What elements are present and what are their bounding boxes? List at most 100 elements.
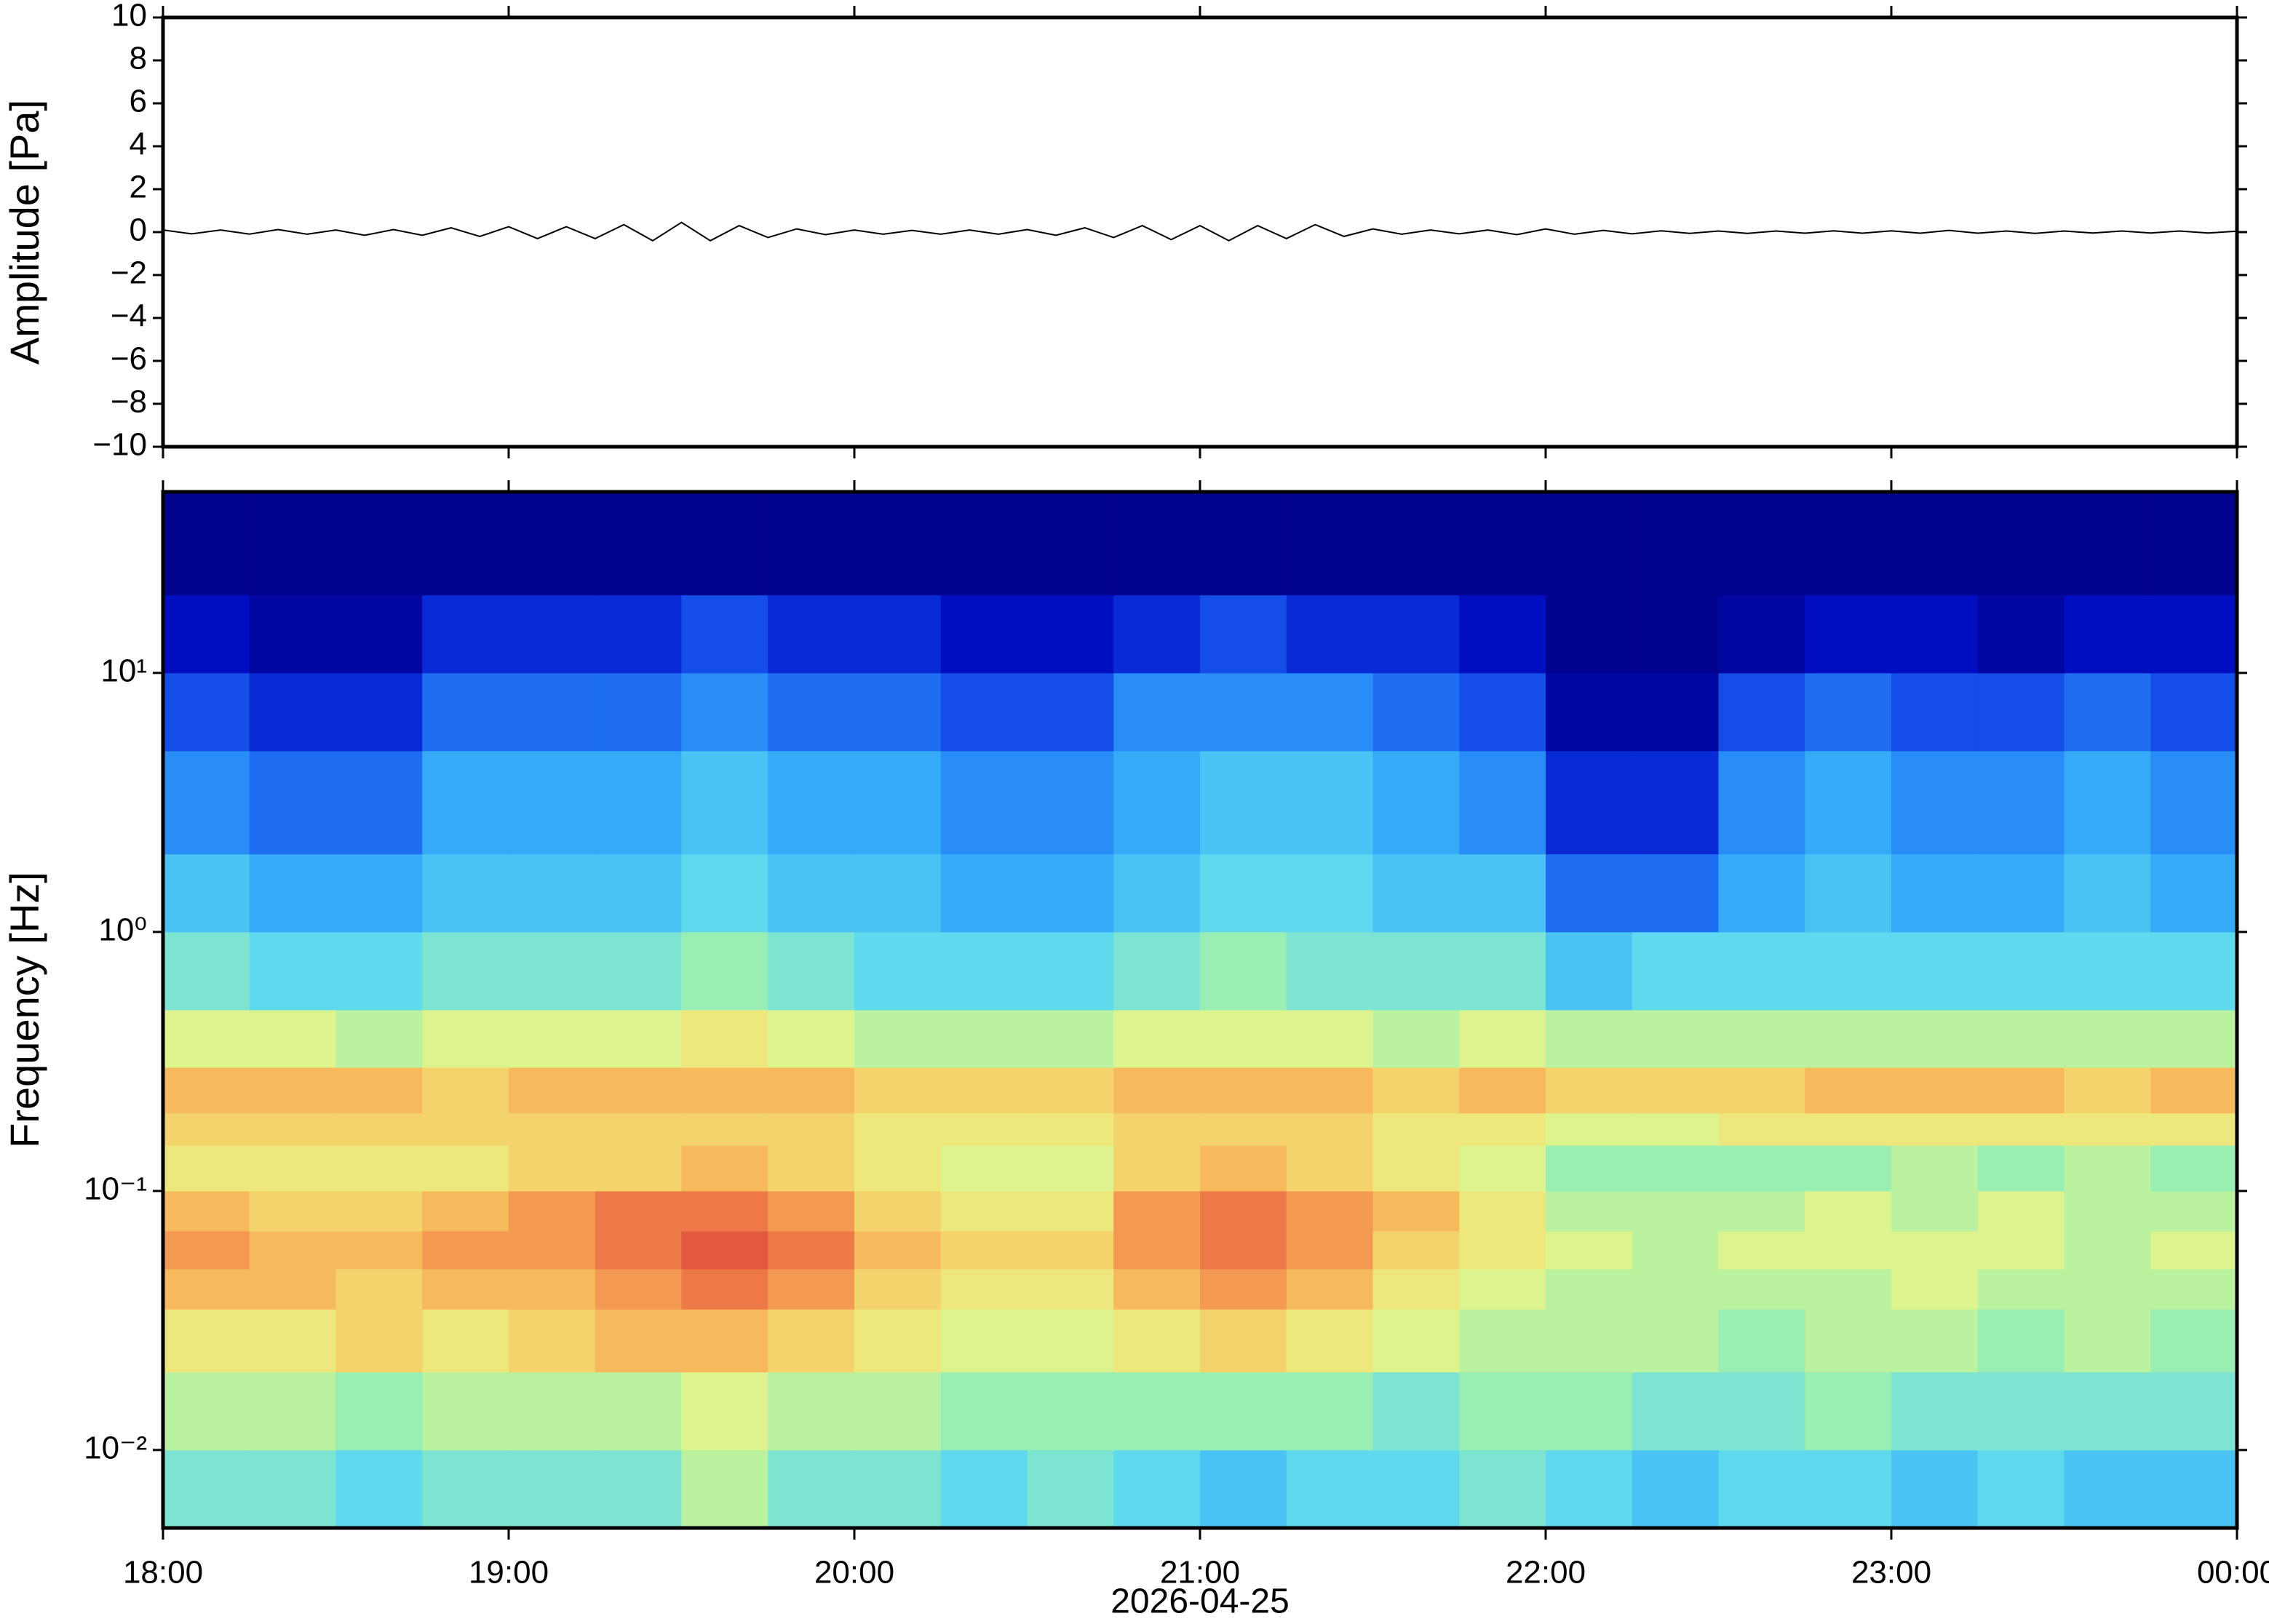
spectrogram-cell <box>940 853 1028 933</box>
spectrogram-cell <box>1459 1145 1546 1192</box>
spectrogram-cell <box>2064 853 2151 933</box>
spectrogram-cell <box>422 931 509 1011</box>
spectrogram-cell <box>1805 931 1892 1011</box>
spectrogram-cell <box>249 1112 336 1146</box>
spectrogram-cell <box>509 1449 596 1529</box>
spectrogram-cell <box>422 1112 509 1146</box>
spectrogram-cell <box>2064 1067 2151 1114</box>
spectrogram-cell <box>940 1372 1028 1451</box>
spectrogram-cell <box>1286 492 1373 596</box>
spectrogram-cell <box>1805 751 1892 855</box>
spectrogram-cell <box>1546 672 1633 752</box>
spectrogram-cell <box>1027 1145 1114 1192</box>
spectrogram-cell <box>422 672 509 752</box>
spectrogram-cell <box>1891 751 1979 855</box>
spectrogram-cell <box>768 931 855 1011</box>
spectrogram-cell <box>422 853 509 933</box>
spectrogram-cell <box>768 1067 855 1114</box>
spectrogram-cell <box>1718 492 1805 596</box>
spectrogram-cell <box>595 594 682 674</box>
y-axis-label: Frequency [Hz] <box>1 872 47 1148</box>
spectrogram-cell <box>2064 492 2151 596</box>
x-tick-label: 22:00 <box>1506 1555 1586 1591</box>
spectrogram-cell <box>2150 672 2238 752</box>
spectrogram-cell <box>1632 1230 1719 1270</box>
spectrogram-cell <box>595 1010 682 1068</box>
y-tick-label: 10⁻¹ <box>84 1171 147 1206</box>
spectrogram-cell <box>2064 672 2151 752</box>
spectrogram-cell <box>335 672 423 752</box>
x-axis-label: 2026-04-25 <box>1110 1583 1290 1621</box>
spectrogram-cell <box>335 1112 423 1146</box>
spectrogram-cell <box>1546 1230 1633 1270</box>
spectrogram-cell <box>249 931 336 1011</box>
spectrogram-cell <box>1459 594 1546 674</box>
spectrogram-cell <box>1718 751 1805 855</box>
spectrogram-cell <box>1459 1010 1546 1068</box>
spectrogram-cell <box>163 931 250 1011</box>
spectrogram-cell <box>1805 1010 1892 1068</box>
spectrogram-cell <box>249 672 336 752</box>
spectrogram-cell <box>1546 1309 1633 1373</box>
spectrogram-cell <box>422 1372 509 1451</box>
spectrogram-cell <box>1372 1449 1460 1529</box>
spectrogram-cell <box>768 492 855 596</box>
spectrogram-cell <box>1200 594 1287 674</box>
spectrogram-cell <box>1027 931 1114 1011</box>
spectrogram-cell <box>681 1010 768 1068</box>
spectrogram-cell <box>1200 672 1287 752</box>
spectrogram-cell <box>1200 751 1287 855</box>
spectrogram-cell <box>335 1010 423 1068</box>
spectrogram-cell <box>768 672 855 752</box>
spectrogram-cell <box>940 1112 1028 1146</box>
y-tick-label: 10⁻² <box>84 1430 147 1465</box>
spectrogram-cell <box>1459 492 1546 596</box>
spectrogram-cell <box>1546 1112 1633 1146</box>
spectrogram-cell <box>422 1449 509 1529</box>
spectrogram-cell <box>1977 1190 2065 1232</box>
spectrogram-cell <box>1632 672 1719 752</box>
spectrogram-cell <box>595 1230 682 1270</box>
waveform <box>162 221 2238 242</box>
spectrogram-cell <box>1459 672 1546 752</box>
spectrogram-cell <box>1718 931 1805 1011</box>
spectrogram-cell <box>422 751 509 855</box>
y-tick-label: −4 <box>111 298 147 334</box>
spectrogram-cell <box>940 594 1028 674</box>
spectrogram-cell <box>249 1145 336 1192</box>
spectrogram-cell <box>249 1309 336 1373</box>
spectrogram-cell <box>681 1145 768 1192</box>
spectrogram-cell <box>1459 853 1546 933</box>
spectrogram-cell <box>1977 751 2065 855</box>
x-tick-label: 00:00 <box>2197 1555 2269 1591</box>
spectrogram-cell <box>1200 1190 1287 1232</box>
spectrogram-cell <box>335 751 423 855</box>
spectrogram-cell <box>595 1449 682 1529</box>
spectrogram-cell <box>595 672 682 752</box>
spectrogram-cell <box>335 1230 423 1270</box>
spectrogram-cell <box>1113 1190 1201 1232</box>
x-tick-label: 18:00 <box>123 1555 203 1591</box>
spectrogram-cell <box>768 1230 855 1270</box>
spectrogram-cell <box>1113 1230 1201 1270</box>
spectrogram-cell <box>1200 1067 1287 1114</box>
spectrogram-cell <box>940 1010 1028 1068</box>
spectrogram-cell <box>335 1145 423 1192</box>
spectrogram-cell <box>163 1269 250 1310</box>
spectrogram-cell <box>1546 853 1633 933</box>
spectrogram-cell <box>1977 1269 2065 1310</box>
spectrogram-cell <box>1977 1230 2065 1270</box>
spectrogram-cell <box>940 1309 1028 1373</box>
spectrogram-cell <box>1632 1309 1719 1373</box>
spectrogram-cell <box>1200 931 1287 1011</box>
spectrogram-cell <box>854 1010 942 1068</box>
spectrogram-cell <box>1546 1145 1633 1192</box>
spectrogram-cell <box>1805 1112 1892 1146</box>
spectrogram-cell <box>2064 1269 2151 1310</box>
y-tick-label: 8 <box>130 41 147 76</box>
spectrogram-cell <box>681 594 768 674</box>
y-tick-label: 10⁰ <box>98 912 147 947</box>
spectrogram-cell <box>2150 1145 2238 1192</box>
spectrogram-cell <box>509 751 596 855</box>
spectrogram-cell <box>1805 1449 1892 1529</box>
